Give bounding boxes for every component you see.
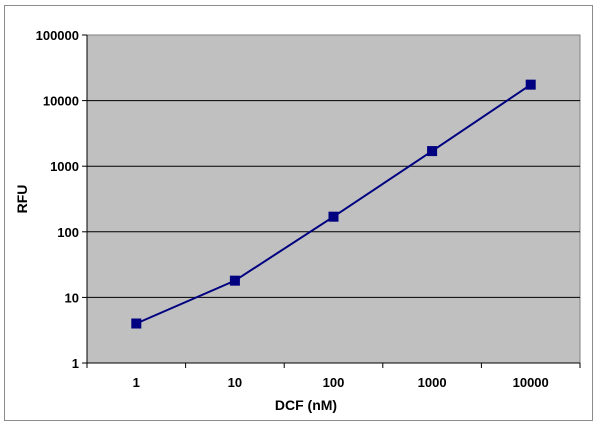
data-point bbox=[525, 79, 536, 90]
x-axis-ticks: 1 10 100 1000 10000 bbox=[86, 363, 581, 390]
y-axis-ticks: 1 10 100 1000 10000 100000 bbox=[36, 28, 87, 371]
data-point bbox=[229, 275, 240, 286]
line-chart: 1 10 100 1000 10000 100000 1 10 100 1000 10000 DC… bbox=[14, 28, 581, 413]
x-axis-title: DCF (nM) bbox=[275, 397, 337, 413]
grid-lines bbox=[86, 35, 580, 364]
y-tick-label: 100000 bbox=[36, 28, 79, 43]
x-tick-label: 100 bbox=[323, 375, 345, 390]
y-tick-label: 100 bbox=[57, 225, 79, 240]
x-tick-label: 10000 bbox=[513, 375, 549, 390]
data-point bbox=[131, 318, 142, 329]
y-tick-label: 10 bbox=[65, 290, 79, 305]
y-tick-label: 1000 bbox=[50, 159, 79, 174]
y-tick-label: 1 bbox=[72, 356, 79, 371]
x-tick-label: 10 bbox=[228, 375, 242, 390]
chart-frame: 1 10 100 1000 10000 100000 1 10 100 1000 10000 DC… bbox=[4, 5, 593, 421]
x-tick-label: 1000 bbox=[418, 375, 447, 390]
data-point bbox=[427, 146, 438, 157]
data-point bbox=[328, 211, 339, 222]
y-tick-label: 10000 bbox=[43, 94, 79, 109]
series-layer bbox=[131, 79, 536, 329]
x-tick-label: 1 bbox=[133, 375, 140, 390]
y-axis-title: RFU bbox=[14, 185, 30, 214]
